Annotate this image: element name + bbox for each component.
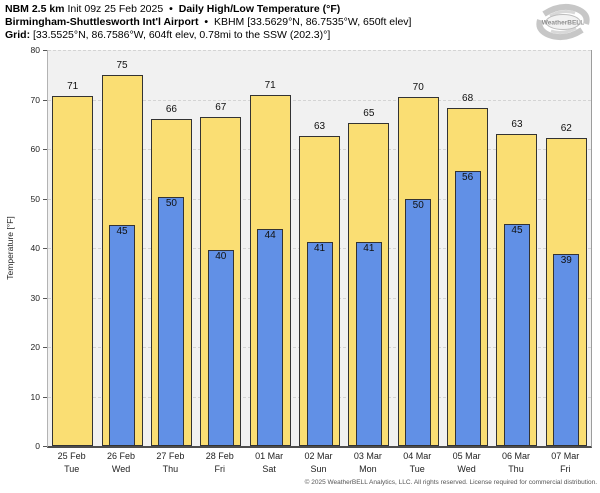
- high-value-label: 71: [264, 79, 276, 91]
- low-bar: [109, 225, 136, 446]
- x-tick-date: 05 Mar: [452, 451, 481, 461]
- high-value-label: 75: [116, 60, 128, 72]
- header-line-2: Birmingham-Shuttlesworth Int'l Airport •…: [5, 16, 411, 29]
- x-tick-day: Fri: [214, 464, 226, 474]
- bullet-separator: •: [204, 16, 209, 28]
- x-tick-day: Mon: [359, 464, 377, 474]
- x-tick-date: 03 Mar: [353, 451, 382, 461]
- low-value-label: 50: [412, 200, 424, 212]
- x-tick-date: 02 Mar: [304, 451, 333, 461]
- x-tick-day: Wed: [111, 464, 131, 474]
- high-value-label: 71: [67, 81, 79, 93]
- station-details: KBHM [33.5629°N, 86.7535°W, 650ft elev]: [213, 16, 412, 28]
- y-tick-label: 70: [30, 94, 40, 105]
- x-tick-day: Sat: [262, 464, 276, 474]
- x-tick-date: 27 Feb: [156, 451, 185, 461]
- low-value-label: 45: [116, 226, 128, 238]
- y-tick-label: 40: [30, 243, 40, 253]
- high-value-label: 63: [511, 119, 523, 131]
- grid-label: Grid:: [5, 29, 31, 41]
- gridline: [48, 50, 591, 51]
- y-tick-mark: [43, 396, 47, 398]
- x-tick-date: 01 Mar: [255, 451, 284, 461]
- x-tick-date: 28 Feb: [205, 451, 234, 461]
- product-title: Daily High/Low Temperature (°F): [178, 3, 341, 15]
- high-bar: [52, 96, 94, 446]
- x-tick-day: Tue: [409, 464, 425, 474]
- init-time: Init 09z 25 Feb 2025: [67, 3, 164, 15]
- x-tick-day: Wed: [457, 464, 476, 474]
- logo-brand-text: WeatherBELL: [542, 20, 585, 27]
- gridline: [48, 99, 591, 101]
- high-value-label: 63: [313, 121, 326, 133]
- y-tick-mark: [43, 446, 47, 447]
- y-tick-mark: [43, 50, 47, 51]
- low-value-label: 45: [511, 224, 523, 236]
- high-value-label: 66: [165, 103, 177, 115]
- y-tick-label: 80: [30, 45, 40, 55]
- low-bar: [454, 170, 481, 446]
- header-line-1: NBM 2.5 km Init 09z 25 Feb 2025 • Daily …: [5, 3, 340, 16]
- copyright-notice: © 2025 WeatherBELL Analytics, LLC. All r…: [304, 479, 597, 486]
- low-bar: [257, 228, 284, 446]
- low-bar: [503, 223, 530, 446]
- high-value-label: 70: [412, 82, 424, 94]
- y-tick-label: 50: [30, 193, 40, 204]
- y-tick-label: 60: [30, 144, 40, 154]
- weatherbell-logo: WeatherBELL: [536, 3, 590, 41]
- x-tick-day: Sun: [310, 464, 327, 474]
- low-value-label: 41: [363, 242, 375, 254]
- model-name: NBM 2.5 km: [5, 3, 65, 15]
- low-value-label: 44: [264, 229, 276, 241]
- x-tick-date: 07 Mar: [551, 451, 580, 461]
- low-value-label: 40: [215, 251, 227, 263]
- high-value-label: 68: [462, 92, 474, 104]
- y-tick-mark: [43, 347, 47, 348]
- y-tick-label: 10: [30, 391, 40, 402]
- low-value-label: 41: [313, 243, 326, 255]
- y-tick-mark: [43, 198, 47, 200]
- x-tick-day: Fri: [560, 464, 571, 474]
- low-value-label: 56: [462, 171, 474, 183]
- low-bar: [158, 197, 185, 446]
- y-tick-mark: [43, 297, 47, 299]
- high-value-label: 65: [363, 107, 375, 119]
- low-bar: [405, 199, 432, 446]
- low-bar: [207, 250, 234, 446]
- low-value-label: 50: [165, 198, 177, 209]
- high-value-label: 62: [560, 122, 572, 134]
- y-tick-mark: [43, 149, 47, 150]
- header-line-3: Grid: [33.5525°N, 86.7586°W, 604ft elev,…: [5, 29, 330, 42]
- x-tick-day: Tue: [64, 464, 80, 474]
- x-tick-date: 26 Feb: [107, 451, 136, 461]
- x-tick-date: 04 Mar: [403, 451, 432, 461]
- y-tick-label: 0: [35, 441, 40, 451]
- y-tick-label: 20: [30, 342, 40, 352]
- x-tick-day: Thu: [508, 464, 524, 474]
- y-tick-label: 30: [30, 292, 40, 303]
- low-bar: [355, 241, 382, 446]
- low-bar: [306, 242, 333, 446]
- y-tick-mark: [43, 99, 47, 101]
- grid-details: [33.5525°N, 86.7586°W, 604ft elev, 0.78m…: [33, 29, 331, 41]
- x-tick-date: 25 Feb: [57, 451, 86, 461]
- high-value-label: 67: [215, 101, 227, 113]
- y-tick-mark: [43, 248, 47, 249]
- plot-area: 71 75 45 66 50 67 40 71 44 63 41 65 41 70 50 68 56 63 45 62…: [47, 50, 592, 448]
- low-bar: [553, 253, 580, 446]
- bullet-separator: •: [169, 3, 173, 15]
- station-name: Birmingham-Shuttlesworth Int'l Airport: [5, 16, 199, 28]
- x-tick-day: Thu: [162, 464, 179, 474]
- x-tick-date: 06 Mar: [501, 451, 530, 461]
- low-value-label: 39: [560, 254, 572, 266]
